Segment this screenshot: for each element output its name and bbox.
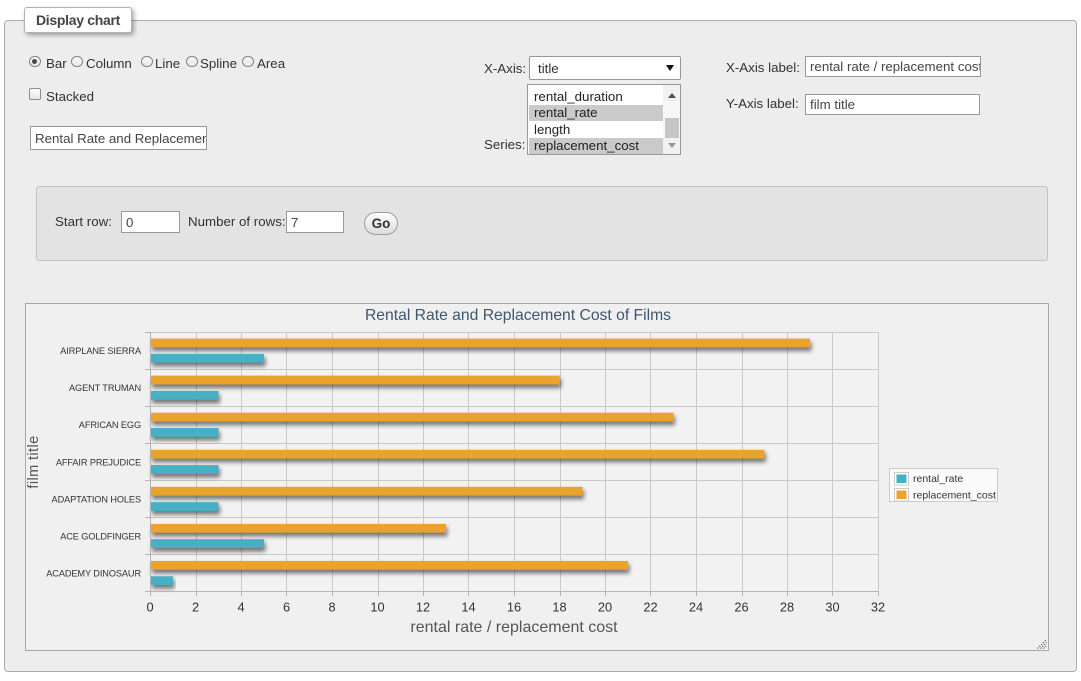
svg-text:AFRICAN EGG: AFRICAN EGG (79, 420, 141, 430)
svg-text:18: 18 (552, 599, 566, 614)
svg-text:6: 6 (283, 599, 290, 614)
svg-text:Rental Rate and Replacement Co: Rental Rate and Replacement Cost of Film… (365, 307, 671, 324)
svg-text:14: 14 (461, 599, 475, 614)
svg-text:22: 22 (643, 599, 657, 614)
svg-text:replacement_cost: replacement_cost (913, 490, 996, 502)
svg-text:ADAPTATION HOLES: ADAPTATION HOLES (52, 494, 141, 504)
svg-text:rental_rate: rental_rate (913, 473, 963, 485)
svg-text:0: 0 (146, 599, 153, 614)
svg-text:32: 32 (871, 599, 885, 614)
svg-text:4: 4 (237, 599, 244, 614)
svg-text:24: 24 (689, 599, 703, 614)
svg-text:rental rate / replacement cost: rental rate / replacement cost (410, 619, 618, 636)
svg-text:film title: film title (26, 435, 42, 488)
svg-text:AGENT TRUMAN: AGENT TRUMAN (69, 383, 141, 393)
svg-text:28: 28 (780, 599, 794, 614)
svg-text:ACADEMY DINOSAUR: ACADEMY DINOSAUR (46, 568, 141, 578)
svg-text:30: 30 (825, 599, 839, 614)
svg-text:16: 16 (507, 599, 521, 614)
svg-text:12: 12 (416, 599, 430, 614)
svg-text:2: 2 (192, 599, 199, 614)
svg-text:26: 26 (734, 599, 748, 614)
svg-text:AFFAIR PREJUDICE: AFFAIR PREJUDICE (56, 457, 141, 467)
svg-text:20: 20 (598, 599, 612, 614)
svg-text:ACE GOLDFINGER: ACE GOLDFINGER (60, 531, 141, 541)
svg-text:AIRPLANE SIERRA: AIRPLANE SIERRA (60, 346, 142, 356)
svg-text:8: 8 (328, 599, 335, 614)
svg-text:10: 10 (370, 599, 384, 614)
